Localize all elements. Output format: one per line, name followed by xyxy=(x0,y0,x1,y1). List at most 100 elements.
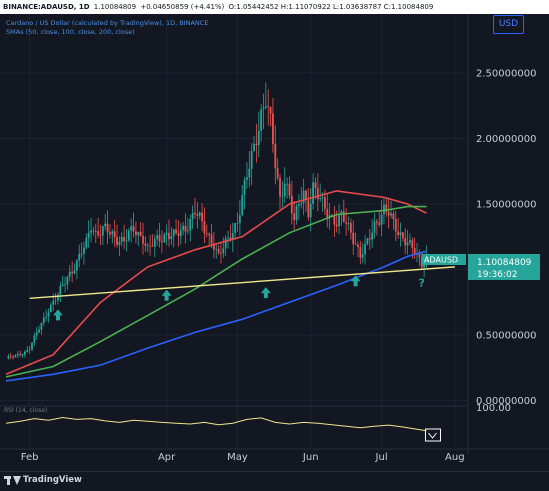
indicator-legend[interactable]: SMAs (50, close, 100, close, 200, close) xyxy=(6,28,135,36)
candle-body xyxy=(267,106,270,108)
candle-body xyxy=(224,238,227,249)
candle-body xyxy=(238,215,241,224)
candle-body xyxy=(151,245,154,247)
candle-body xyxy=(64,284,66,286)
candle-body xyxy=(21,354,24,356)
candle-body xyxy=(158,235,161,242)
candle-body xyxy=(186,230,189,232)
candle-body xyxy=(26,350,29,352)
candle-body xyxy=(23,351,26,355)
candle-body xyxy=(116,237,118,245)
candle-body xyxy=(165,232,168,235)
y-tick-label: 2.50000000 xyxy=(476,68,536,79)
candle-body xyxy=(175,229,177,234)
candle-body xyxy=(99,235,102,237)
candle-body xyxy=(371,232,374,240)
candle-body xyxy=(364,244,366,255)
candle-body xyxy=(68,271,71,277)
candle-body xyxy=(264,106,267,108)
symbol-info-bar: BINANCE:ADAUSD, 1D 1.10084809 +0.0465085… xyxy=(0,0,549,14)
candle-body xyxy=(153,239,156,247)
candle-body xyxy=(104,223,107,227)
rsi-legend[interactable]: RSI (14, close) xyxy=(4,407,48,414)
candle-body xyxy=(307,200,310,218)
candle-body xyxy=(279,177,281,197)
candle-body xyxy=(375,221,378,223)
candle-body xyxy=(286,183,289,185)
candle-body xyxy=(71,271,74,274)
candle-body xyxy=(340,211,343,214)
x-tick-label: Jun xyxy=(302,452,319,463)
candle-body xyxy=(394,219,397,232)
candle-body xyxy=(130,226,133,231)
candle-body xyxy=(52,300,55,305)
price-axis[interactable]: 0.000000000.500000001.000000001.50000000… xyxy=(467,14,536,454)
candle-body xyxy=(349,223,352,233)
candle-body xyxy=(229,237,232,241)
candle-body xyxy=(234,223,237,234)
symbol-name[interactable]: BINANCE:ADAUSD, 1D xyxy=(3,3,90,11)
arrow-up-icon xyxy=(260,287,271,299)
x-tick-label: Jul xyxy=(375,452,388,463)
candle-body xyxy=(144,243,147,246)
candle-body xyxy=(392,213,395,220)
candles xyxy=(7,82,428,360)
candle-body xyxy=(85,237,88,248)
candle-body xyxy=(113,231,116,238)
candle-body xyxy=(309,203,312,218)
candle-body xyxy=(378,222,381,225)
support-trendline[interactable] xyxy=(29,266,455,300)
footer xyxy=(0,471,549,491)
candle-body xyxy=(390,213,392,216)
candle-body xyxy=(66,276,69,285)
candle-body xyxy=(203,221,206,234)
candle-body xyxy=(161,241,163,243)
chart-area[interactable]: ? 0.000000000.500000001.000000001.500000… xyxy=(0,14,549,471)
candle-body xyxy=(333,215,336,225)
candle-body xyxy=(269,106,272,114)
rsi-line xyxy=(5,416,427,432)
candle-body xyxy=(73,270,76,274)
candle-body xyxy=(12,356,14,358)
y-tick-label: 2.00000000 xyxy=(476,134,536,145)
tradingview-logo[interactable]: TradingView xyxy=(4,475,82,485)
trendline[interactable] xyxy=(29,266,455,300)
candle-body xyxy=(14,354,17,357)
arrow-up-icon xyxy=(350,275,361,287)
time-axis[interactable]: Feb Apr May Jun Jul Aug xyxy=(0,448,549,463)
price-label-value: 1.10084809 xyxy=(477,258,532,268)
candle-body xyxy=(357,244,359,248)
currency-button[interactable]: USD xyxy=(493,15,524,34)
candle-body xyxy=(182,225,185,231)
candle-body xyxy=(298,204,300,206)
candle-body xyxy=(83,247,85,254)
candle-body xyxy=(101,226,104,236)
candle-body xyxy=(38,329,40,333)
price-label-symbol: ADAUSD xyxy=(424,256,458,265)
candle-body xyxy=(246,177,248,180)
candle-body xyxy=(397,231,400,235)
candle-body xyxy=(231,233,234,241)
candle-body xyxy=(28,349,31,351)
candle-body xyxy=(359,247,362,258)
candle-body xyxy=(7,356,10,359)
candle-body xyxy=(302,190,305,204)
candle-body xyxy=(137,231,140,236)
candle-body xyxy=(184,225,187,232)
y-tick-label: 1.50000000 xyxy=(476,199,536,210)
annotations: ? xyxy=(52,275,425,321)
candle-body xyxy=(149,245,151,247)
candle-body xyxy=(132,226,135,232)
candle-body xyxy=(220,252,222,254)
candle-body xyxy=(272,113,274,145)
candle-body xyxy=(295,205,298,221)
candle-body xyxy=(347,223,350,224)
candle-body xyxy=(281,196,284,197)
candle-body xyxy=(248,168,251,178)
candle-body xyxy=(118,241,121,245)
candle-body xyxy=(321,197,324,199)
candle-body xyxy=(156,235,159,240)
question-mark: ? xyxy=(419,277,425,290)
candle-body xyxy=(191,212,194,220)
candle-body xyxy=(80,253,83,255)
